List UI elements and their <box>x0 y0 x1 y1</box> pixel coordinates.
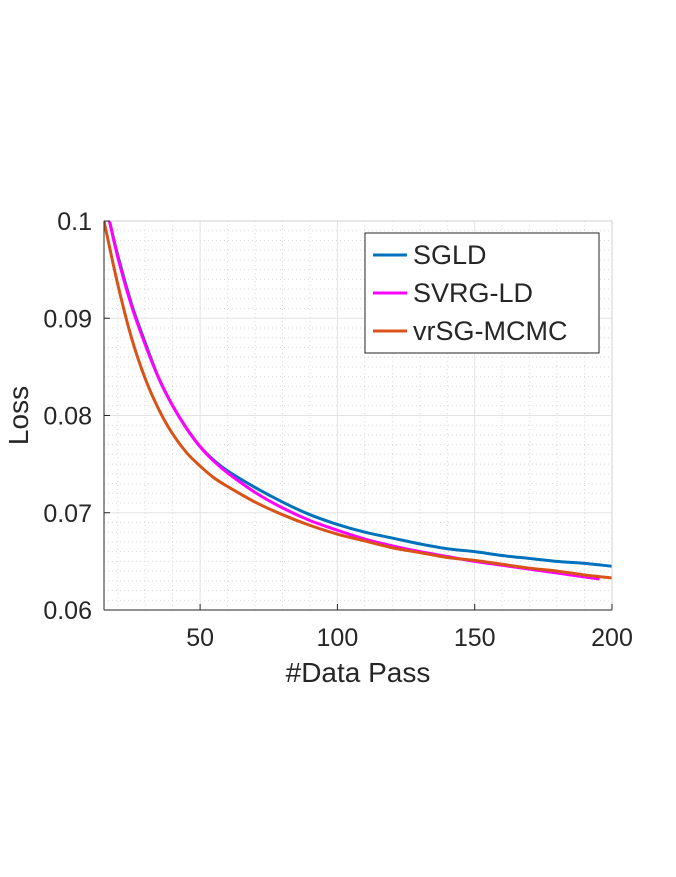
x-tick-label: 50 <box>186 624 214 652</box>
y-tick-label: 0.08 <box>43 403 92 431</box>
y-tick-label: 0.07 <box>43 500 92 528</box>
minor-grid <box>104 221 612 610</box>
axis-ticks <box>103 220 613 611</box>
legend: SGLD SVRG-LD vrSG-MCMC <box>364 232 600 354</box>
x-tick-label: 150 <box>454 624 496 652</box>
legend-label-2: SVRG-LD <box>413 278 533 308</box>
series-line-3 <box>104 221 612 580</box>
legend-label-3: vrSG-MCMC <box>413 316 567 346</box>
series-layer <box>104 221 612 581</box>
y-tick-label: 0.06 <box>43 597 92 625</box>
y-tick-label: 0.1 <box>57 208 92 236</box>
x-tick-label: 200 <box>591 624 633 652</box>
legend-label-1: SGLD <box>413 240 487 270</box>
y-tick-label: 0.09 <box>43 305 92 333</box>
tick-labels: 50 100 150 200 0.06 0.07 0.08 0.09 0.1 <box>43 208 633 652</box>
x-axis-label: #Data Pass <box>286 657 431 688</box>
x-tick-label: 100 <box>317 624 359 652</box>
y-axis-label: Loss <box>3 386 34 445</box>
